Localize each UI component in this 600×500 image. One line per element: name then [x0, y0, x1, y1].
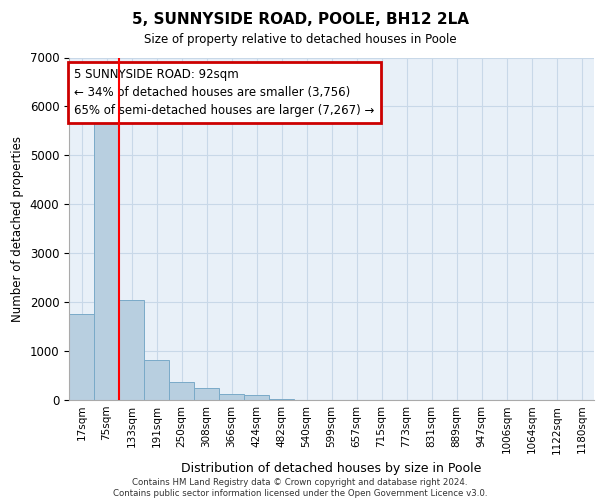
Bar [119, 300, 144, 400]
Text: Size of property relative to detached houses in Poole: Size of property relative to detached ho… [143, 32, 457, 46]
X-axis label: Distribution of detached houses by size in Poole: Distribution of detached houses by size … [181, 462, 482, 475]
Text: 5 SUNNYSIDE ROAD: 92sqm
← 34% of detached houses are smaller (3,756)
65% of semi: 5 SUNNYSIDE ROAD: 92sqm ← 34% of detache… [74, 68, 374, 117]
Bar [144, 360, 169, 400]
Bar [219, 394, 244, 400]
Text: 5, SUNNYSIDE ROAD, POOLE, BH12 2LA: 5, SUNNYSIDE ROAD, POOLE, BH12 2LA [131, 12, 469, 28]
Bar [69, 314, 94, 400]
Bar [269, 398, 294, 400]
Text: Contains HM Land Registry data © Crown copyright and database right 2024.
Contai: Contains HM Land Registry data © Crown c… [113, 478, 487, 498]
Bar [169, 382, 194, 400]
Bar [244, 395, 269, 400]
Y-axis label: Number of detached properties: Number of detached properties [11, 136, 24, 322]
Bar [94, 118, 119, 400]
Bar [194, 388, 219, 400]
